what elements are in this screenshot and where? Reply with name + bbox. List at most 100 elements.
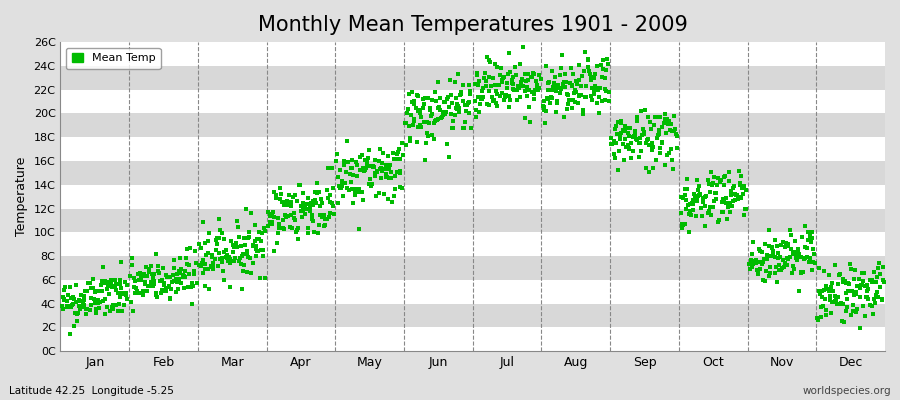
- Point: [183, 245, 197, 251]
- Point: [217, 236, 231, 242]
- Point: [476, 94, 491, 100]
- Point: [649, 156, 663, 163]
- Point: [536, 103, 551, 109]
- Point: [189, 280, 203, 286]
- Point: [166, 257, 181, 263]
- Point: [743, 257, 758, 264]
- Point: [534, 76, 548, 82]
- Point: [498, 94, 512, 101]
- Point: [407, 98, 421, 105]
- Point: [123, 272, 138, 279]
- Point: [805, 235, 819, 242]
- Point: [138, 281, 152, 287]
- Point: [862, 302, 877, 308]
- Point: [337, 158, 351, 164]
- Point: [459, 108, 473, 114]
- Point: [346, 156, 360, 163]
- Point: [626, 148, 640, 154]
- Point: [852, 285, 867, 291]
- Point: [360, 163, 374, 170]
- Point: [559, 79, 573, 86]
- Point: [147, 271, 161, 277]
- Point: [117, 302, 131, 308]
- Point: [843, 266, 858, 272]
- Point: [613, 133, 627, 140]
- Point: [195, 270, 210, 276]
- Point: [471, 82, 485, 88]
- Point: [823, 297, 837, 304]
- Point: [67, 322, 81, 329]
- Point: [67, 296, 81, 302]
- Point: [297, 204, 311, 210]
- Point: [673, 193, 688, 200]
- Point: [306, 218, 320, 224]
- Point: [87, 288, 102, 294]
- Point: [482, 56, 497, 63]
- Point: [655, 140, 670, 146]
- Point: [210, 241, 224, 247]
- Point: [404, 112, 419, 118]
- Point: [206, 262, 220, 268]
- Point: [253, 275, 267, 281]
- Point: [338, 169, 353, 175]
- Point: [613, 136, 627, 142]
- Point: [488, 82, 502, 88]
- Point: [270, 215, 284, 221]
- Point: [337, 162, 351, 168]
- Point: [149, 292, 164, 298]
- Point: [408, 101, 422, 107]
- Point: [652, 127, 666, 133]
- Point: [485, 98, 500, 104]
- Point: [177, 274, 192, 280]
- Point: [532, 85, 546, 92]
- Point: [256, 246, 270, 253]
- Point: [828, 262, 842, 268]
- Point: [816, 286, 831, 293]
- Point: [480, 78, 494, 84]
- Point: [710, 182, 724, 189]
- Point: [450, 106, 464, 112]
- Point: [709, 196, 724, 202]
- Point: [263, 219, 277, 226]
- Point: [101, 279, 115, 285]
- Point: [393, 156, 408, 162]
- Point: [189, 260, 203, 266]
- Point: [167, 278, 182, 284]
- Point: [272, 225, 286, 232]
- Point: [400, 106, 415, 112]
- Point: [675, 221, 689, 227]
- Point: [652, 132, 666, 138]
- Point: [153, 278, 167, 284]
- Point: [228, 255, 242, 261]
- Point: [724, 187, 738, 194]
- Point: [320, 187, 334, 194]
- Point: [57, 286, 71, 293]
- Point: [372, 158, 386, 164]
- Point: [447, 112, 462, 118]
- Point: [113, 285, 128, 291]
- Point: [550, 98, 564, 104]
- Point: [508, 64, 522, 70]
- Point: [803, 255, 817, 261]
- Point: [335, 180, 349, 187]
- Point: [747, 258, 761, 264]
- Point: [695, 212, 709, 219]
- Point: [684, 212, 698, 218]
- Point: [716, 182, 731, 188]
- Point: [97, 280, 112, 286]
- Point: [280, 198, 294, 204]
- Point: [784, 232, 798, 238]
- Point: [327, 211, 341, 218]
- Point: [325, 200, 339, 206]
- Point: [351, 186, 365, 192]
- Point: [678, 192, 692, 198]
- Point: [521, 77, 535, 84]
- Point: [121, 296, 135, 302]
- Point: [872, 260, 886, 266]
- Point: [527, 87, 542, 93]
- Point: [212, 235, 226, 242]
- Point: [753, 248, 768, 254]
- Point: [361, 155, 375, 162]
- Point: [568, 87, 582, 94]
- Point: [783, 226, 797, 233]
